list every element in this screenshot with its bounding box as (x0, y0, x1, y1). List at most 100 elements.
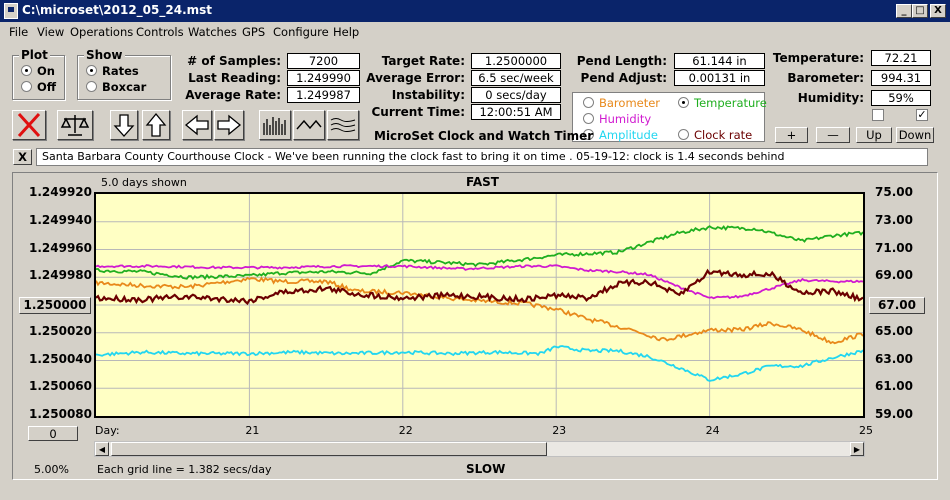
multi-wave-icon (330, 118, 356, 132)
note-field[interactable]: Santa Barbara County Courthouse Clock - … (36, 148, 928, 166)
instability-label: Instability: (391, 88, 465, 102)
checkbox-right[interactable]: ✓ (916, 108, 928, 121)
humidity-label: Humidity: (797, 91, 864, 105)
target-rate-field[interactable]: 1.2500000 (471, 53, 561, 69)
y-left-tick-label: 1.249980 (29, 268, 93, 283)
samples-label: # of Samples: (187, 54, 281, 68)
average-rate-label: Average Rate: (185, 88, 281, 102)
last-reading-label: Last Reading: (188, 71, 281, 85)
plot-group: Plot (12, 48, 65, 100)
x-tick-label: 24 (705, 424, 720, 437)
x-tick-label: 22 (398, 424, 413, 437)
up-arrow-button[interactable] (142, 110, 170, 140)
pend-length-field[interactable]: 61.144 in (674, 53, 765, 69)
menu-configure[interactable]: Configure (273, 25, 329, 39)
scroll-right-button[interactable]: ▶ (850, 442, 864, 456)
balance-scale-icon (60, 115, 90, 136)
down-button[interactable]: Down (896, 127, 934, 143)
y-right-tick-label: 61.00 (875, 379, 913, 394)
humidity-field: 59% (871, 90, 931, 106)
smooth-wave-button[interactable] (327, 110, 359, 140)
series-humidity-radio[interactable]: Humidity (583, 112, 651, 126)
horizontal-scrollbar[interactable]: ◀ ▶ (94, 441, 865, 457)
radio-icon (583, 113, 594, 124)
menu-controls[interactable]: Controls (136, 25, 184, 39)
radio-icon (583, 129, 594, 140)
plot-area (94, 192, 865, 418)
instability-field: 0 secs/day (471, 87, 561, 103)
checkbox-left[interactable] (872, 109, 884, 121)
current-time-field: 12:00:51 AM (471, 104, 561, 120)
series-select-panel (572, 92, 765, 142)
graph-panel (12, 172, 938, 480)
menu-operations[interactable]: Operations (70, 25, 134, 39)
balance-button[interactable] (57, 110, 93, 140)
samples-field: 7200 (287, 53, 360, 69)
maximize-button[interactable]: □ (912, 4, 928, 18)
right-reference-button[interactable]: 67.00 (869, 297, 925, 314)
plot-on-radio[interactable]: On (21, 64, 55, 78)
plus-button[interactable]: + (775, 127, 808, 143)
radio-selected-icon (86, 65, 97, 76)
menu-file[interactable]: File (9, 25, 29, 39)
arrow-right-icon (217, 114, 242, 136)
percent-label: 5.00% (34, 463, 69, 476)
left-arrow-button[interactable] (182, 110, 212, 140)
y-left-tick-label: 1.250020 (29, 323, 93, 338)
menu-bar: File View Operations Controls Watches GP… (0, 22, 950, 42)
pend-length-label: Pend Length: (576, 54, 667, 68)
radio-icon (678, 129, 689, 140)
target-rate-label: Target Rate: (381, 54, 465, 68)
clear-note-button[interactable]: X (13, 149, 32, 165)
show-rates-radio[interactable]: Rates (86, 64, 139, 78)
y-right-tick-label: 63.00 (875, 351, 913, 366)
menu-view[interactable]: View (37, 25, 65, 39)
x-tick-label: 21 (245, 424, 260, 437)
close-window-button[interactable]: X (930, 4, 946, 18)
y-left-tick-label: 1.250060 (29, 379, 93, 394)
day-axis-label: Day: (95, 424, 120, 437)
line-chart (96, 194, 863, 416)
arrow-up-icon (145, 112, 167, 137)
series-line-humidity (96, 264, 863, 300)
series-barometer-radio[interactable]: Barometer (583, 96, 660, 110)
temperature-field: 72.21 (871, 50, 931, 66)
left-reference-button[interactable]: 1.250000 (19, 297, 91, 314)
average-error-field: 6.5 sec/week (471, 70, 561, 86)
up-button[interactable]: Up (856, 127, 892, 143)
show-group-title: Show (84, 48, 125, 62)
radio-selected-icon (678, 97, 689, 108)
histogram-icon (263, 117, 286, 135)
minimize-button[interactable]: _ (896, 4, 912, 18)
plot-group-title: Plot (19, 48, 50, 62)
down-arrow-button[interactable] (110, 110, 138, 140)
pend-adjust-field[interactable]: 0.00131 in (674, 70, 765, 86)
show-boxcar-radio[interactable]: Boxcar (86, 80, 146, 94)
barometer-field: 994.31 (871, 70, 931, 86)
stop-button[interactable] (12, 110, 46, 140)
series-clock-rate-radio[interactable]: Clock rate (678, 128, 752, 142)
minus-button[interactable]: — (816, 127, 850, 143)
series-line-temperature (96, 225, 863, 281)
scroll-left-button[interactable]: ◀ (95, 442, 109, 456)
offset-button[interactable]: 0 (28, 426, 78, 441)
series-line-barometer (96, 276, 863, 345)
menu-gps[interactable]: GPS (242, 25, 266, 39)
menu-watches[interactable]: Watches (188, 25, 237, 39)
scroll-thumb[interactable] (111, 442, 547, 456)
histogram-button[interactable] (259, 110, 291, 140)
arrow-down-icon (113, 114, 135, 137)
right-arrow-button[interactable] (214, 110, 244, 140)
menu-help[interactable]: Help (333, 25, 360, 39)
red-x-icon (17, 112, 41, 138)
wave-button[interactable] (293, 110, 325, 140)
days-shown-label: 5.0 days shown (101, 176, 187, 189)
plot-off-radio[interactable]: Off (21, 80, 56, 94)
y-right-tick-label: 73.00 (875, 212, 913, 227)
radio-icon (21, 81, 32, 92)
y-right-tick-label: 59.00 (875, 407, 913, 421)
series-amplitude-radio[interactable]: Amplitude (583, 128, 658, 142)
series-line-amplitude (96, 345, 863, 382)
title-bar: C:\microset\2012_05_24.mst _ □ X (0, 0, 950, 22)
series-temperature-radio[interactable]: Temperature (678, 96, 767, 110)
